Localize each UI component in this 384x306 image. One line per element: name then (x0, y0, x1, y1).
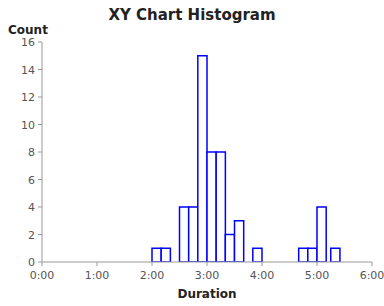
y-tick-label: 8 (28, 146, 35, 159)
y-tick-label: 0 (28, 256, 35, 269)
histogram-bar (331, 248, 340, 262)
histogram-bar (180, 207, 189, 262)
y-tick (38, 69, 42, 70)
histogram-bar (253, 248, 262, 262)
histogram-bar (152, 248, 161, 262)
chart-svg: 0 2 4 6 8 10 12 14 16 0:00 1:00 2:00 3:00 4:00 5:00 6:0… (0, 0, 384, 306)
y-tick-label: 16 (21, 36, 35, 49)
y-tick (38, 262, 42, 263)
bars (152, 56, 340, 262)
y-tick-label: 2 (28, 229, 35, 242)
x-tick-label: 6:00 (360, 269, 384, 282)
x-tick-label: 5:00 (305, 269, 330, 282)
x-tick (152, 262, 153, 266)
y-tick (38, 207, 42, 208)
histogram-bar (225, 235, 234, 263)
histogram-bar (198, 56, 207, 262)
x-tick (372, 262, 373, 266)
x-tick-label: 1:00 (85, 269, 110, 282)
histogram-bar (161, 248, 170, 262)
x-axis-label: Duration (177, 287, 236, 301)
x-tick-label: 0:00 (30, 269, 55, 282)
y-tick (38, 179, 42, 180)
histogram-bar (207, 152, 216, 262)
histogram-bar (317, 207, 326, 262)
x-tick-label: 2:00 (140, 269, 165, 282)
histogram-bar (308, 248, 317, 262)
x-tick (207, 262, 208, 266)
histogram-bar (216, 152, 225, 262)
chart-title: XY Chart Histogram (108, 6, 275, 24)
histogram-bar (189, 207, 198, 262)
y-tick (38, 97, 42, 98)
x-tick (97, 262, 98, 266)
y-tick-label: 4 (28, 201, 35, 214)
y-tick-label: 14 (21, 64, 35, 77)
y-tick-label: 10 (21, 119, 35, 132)
x-tick (262, 262, 263, 266)
y-tick (38, 42, 42, 43)
x-tick (42, 262, 43, 266)
x-tick-label: 3:00 (195, 269, 220, 282)
y-axis-label: Count (8, 23, 48, 37)
chart-container: 0 2 4 6 8 10 12 14 16 0:00 1:00 2:00 3:00 4:00 5:00 6:0… (0, 0, 384, 306)
y-tick (38, 234, 42, 235)
histogram-bar (299, 248, 308, 262)
y-tick (38, 124, 42, 125)
x-tick (317, 262, 318, 266)
x-tick-label: 4:00 (250, 269, 275, 282)
y-tick-label: 6 (28, 174, 35, 187)
y-tick (38, 152, 42, 153)
y-tick-label: 12 (21, 91, 35, 104)
histogram-bar (235, 221, 244, 262)
